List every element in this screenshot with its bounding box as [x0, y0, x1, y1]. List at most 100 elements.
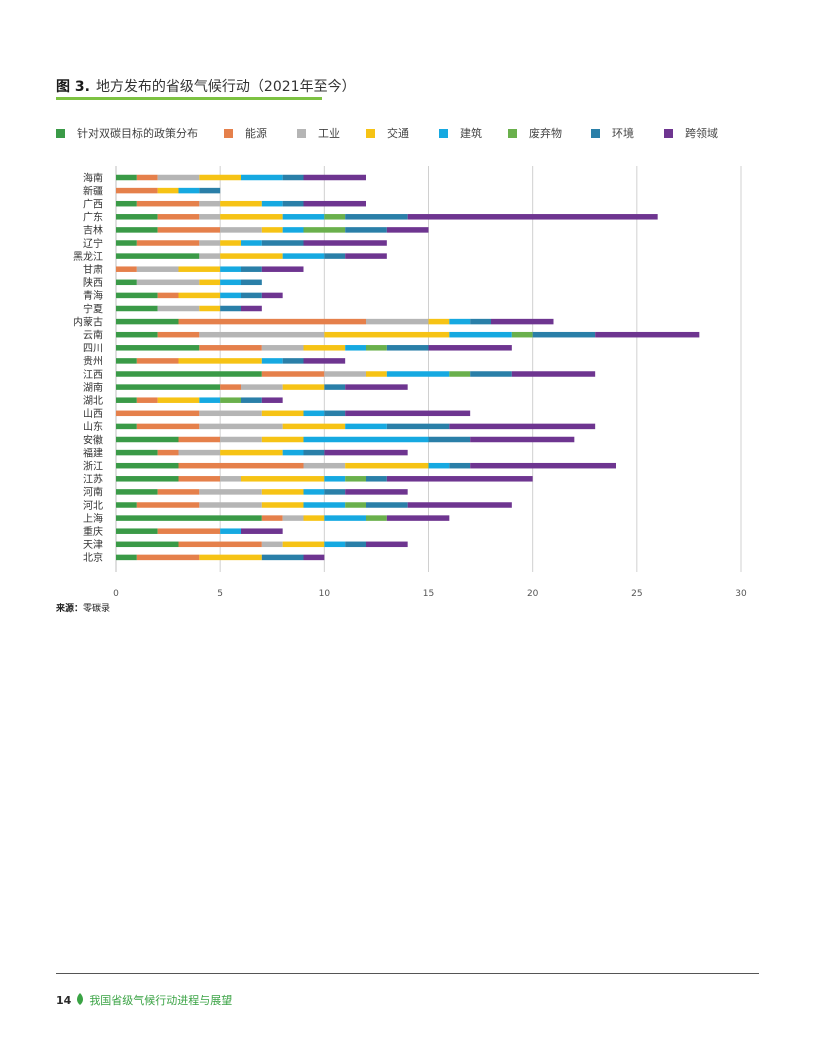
bar-segment [241, 240, 262, 246]
legend-item: 环境 [591, 124, 634, 142]
bar-segment [449, 331, 512, 338]
bar-segment [386, 423, 450, 430]
bar-segment [199, 305, 221, 312]
bar-segment [116, 528, 158, 534]
x-tick-label: 5 [217, 589, 223, 599]
bar-segment [116, 541, 179, 548]
bar-segment [345, 253, 387, 259]
source-text: 零碳录 [83, 604, 111, 614]
bar-segment [199, 410, 262, 417]
bar-segment [241, 266, 262, 272]
bar-segment [261, 515, 283, 521]
legend-swatch [297, 128, 306, 138]
bar-segment [178, 476, 221, 482]
bar-segment [220, 266, 241, 272]
y-tick-label: 青海 [83, 289, 103, 302]
bar-segment [157, 174, 200, 181]
bar-segment [199, 240, 221, 246]
bar-segment [116, 410, 200, 417]
bar-segment [157, 292, 179, 299]
x-tick-label: 25 [631, 589, 642, 599]
title-underline [56, 97, 322, 100]
bar-segment [491, 318, 554, 325]
bar-segment [303, 345, 346, 351]
bar-segment [157, 227, 221, 233]
y-tick-label: 江苏 [83, 473, 103, 486]
bar-segment [261, 358, 283, 364]
legend-swatch [439, 128, 448, 138]
leaf-icon [76, 992, 84, 1008]
legend-label: 环境 [612, 127, 634, 140]
bar-segment [303, 462, 346, 469]
legend-label: 跨领域 [685, 127, 718, 140]
bar-segment [386, 345, 429, 351]
legend-label: 建筑 [460, 127, 482, 140]
bar-segment [303, 227, 346, 233]
y-tick-label: 宁夏 [83, 302, 103, 315]
bar-segment [428, 318, 450, 325]
bar-segment [116, 200, 137, 207]
bar-segment [178, 358, 262, 364]
bar-segment [199, 214, 221, 220]
bar-segment [116, 371, 262, 377]
bar-segment [261, 227, 283, 233]
y-tick-label: 内蒙古 [73, 315, 103, 328]
bar-segment [449, 462, 471, 469]
bar-segment [261, 397, 283, 403]
bar-segment [220, 528, 241, 534]
legend-label: 能源 [245, 127, 267, 140]
bar-segment [220, 397, 241, 403]
bar-segment [345, 462, 429, 469]
bar-segment [116, 318, 179, 325]
y-tick-label: 湖南 [83, 381, 103, 394]
bar-segment [282, 515, 304, 521]
bar-segment [282, 423, 346, 430]
bar-segment [116, 345, 200, 351]
bar-segment [220, 227, 262, 233]
bar-segment [470, 462, 616, 469]
y-tick-label: 黑龙江 [73, 250, 103, 263]
y-tick-label: 四川 [83, 344, 103, 355]
bar-segment [324, 253, 346, 259]
legend-label: 交通 [387, 127, 409, 140]
bar-segment [116, 476, 179, 482]
bar-segment [220, 449, 283, 456]
legend-item: 能源 [224, 124, 267, 142]
legend-item: 建筑 [439, 124, 482, 142]
bar-segment [366, 371, 387, 377]
bar-segment [428, 462, 450, 469]
bar-segment [386, 227, 429, 233]
bar-segment [116, 358, 137, 364]
bar-segment [324, 476, 346, 482]
bar-segment [324, 449, 408, 456]
bar-segment [199, 502, 262, 508]
bar-segment [345, 423, 387, 430]
bar-segment [157, 449, 179, 456]
bar-segment [178, 292, 221, 299]
source-note: 来源：零碳录 [56, 601, 110, 614]
legend-label: 工业 [318, 127, 340, 140]
bar-segment [428, 345, 512, 351]
bar-segment [241, 476, 325, 482]
bar-segment [178, 266, 221, 272]
bar-segment [116, 449, 158, 456]
bar-segment [261, 200, 283, 207]
legend-label: 针对双碳目标的政策分布 [77, 127, 198, 140]
bar-segment [116, 397, 137, 403]
bar-segment [324, 489, 346, 495]
bar-segment [220, 200, 262, 207]
legend-swatch [366, 128, 375, 138]
y-tick-label: 广东 [83, 211, 103, 224]
bar-segment [178, 541, 262, 548]
bar-segment [241, 174, 283, 181]
bar-segment [241, 279, 262, 286]
bar-segment [511, 371, 596, 377]
bar-segment [386, 515, 450, 521]
bar-segment [241, 292, 262, 299]
bar-segment [157, 528, 221, 534]
bar-segment [261, 345, 304, 351]
bar-segment [282, 214, 325, 220]
bar-segment [136, 554, 200, 561]
bar-segment [407, 502, 512, 508]
bar-segment [345, 541, 366, 548]
